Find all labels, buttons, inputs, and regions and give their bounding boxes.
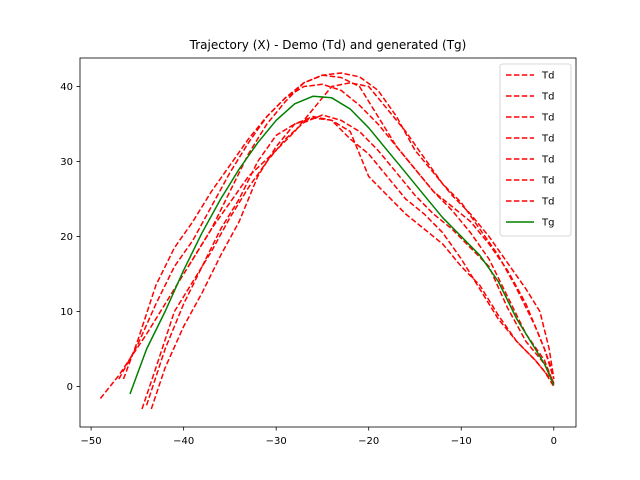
- x-tick-label: −40: [173, 436, 194, 447]
- y-tick-label: 40: [60, 82, 73, 93]
- legend-label: Td: [541, 197, 554, 208]
- chart-title: Trajectory (X) - Demo (Td) and generated…: [189, 38, 467, 52]
- y-tick-label: 0: [67, 382, 73, 393]
- series-line-td-2: [122, 74, 555, 385]
- legend-label: Td: [541, 113, 554, 124]
- series-line-tg-8: [129, 95, 555, 395]
- y-axis-ticks: 0 10 20 30 40: [60, 82, 80, 393]
- legend-label: Td: [541, 71, 554, 82]
- y-tick-label: 10: [60, 307, 73, 318]
- legend-label: Td: [541, 155, 554, 166]
- x-tick-label: −30: [266, 436, 287, 447]
- x-tick-label: 0: [551, 436, 557, 447]
- series-line-td-3: [145, 117, 555, 406]
- legend-label: Td: [541, 134, 554, 145]
- legend-label: Td: [541, 176, 554, 187]
- series-line-td-1: [99, 82, 555, 399]
- legend-box: [499, 63, 572, 237]
- x-tick-label: −20: [358, 436, 379, 447]
- legend: Td Td Td Td Td Td Td Tg: [499, 63, 572, 237]
- legend-label: Td: [541, 92, 554, 103]
- series-line-td-4: [150, 115, 555, 410]
- x-axis-ticks: −50 −40 −30 −20 −10 0: [81, 427, 557, 447]
- x-tick-label: −10: [451, 436, 472, 447]
- series-layer: [99, 72, 555, 410]
- y-tick-label: 30: [60, 157, 73, 168]
- y-tick-label: 20: [60, 232, 73, 243]
- x-tick-label: −50: [81, 436, 102, 447]
- series-line-td-7: [187, 72, 555, 380]
- series-line-td-5: [118, 83, 555, 380]
- axes-frame: [79, 57, 577, 428]
- legend-label: Tg: [541, 218, 554, 229]
